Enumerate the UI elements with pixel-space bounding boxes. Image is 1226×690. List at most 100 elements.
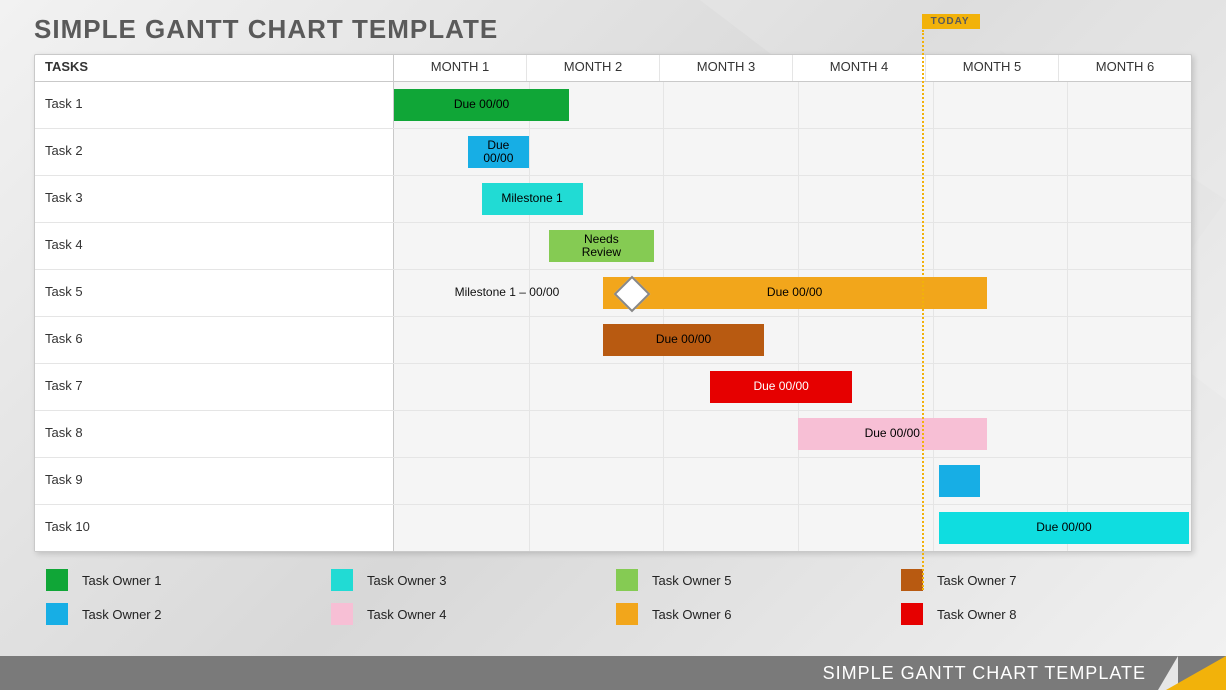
- task-label: Task 3: [35, 176, 394, 222]
- grid-line: [1067, 411, 1068, 457]
- grid-line: [1067, 176, 1068, 222]
- timeline-cell: Needs Review: [394, 223, 1191, 269]
- timeline-cell: [394, 458, 1191, 504]
- task-label: Task 2: [35, 129, 394, 175]
- month-header: MONTH 6: [1059, 55, 1191, 81]
- legend-item: Task Owner 8: [901, 599, 1186, 629]
- grid-line: [933, 176, 934, 222]
- gantt-chart: TASKS MONTH 1MONTH 2MONTH 3MONTH 4MONTH …: [34, 54, 1192, 552]
- legend-label: Task Owner 2: [82, 607, 161, 622]
- legend-swatch: [331, 569, 353, 591]
- grid-line: [798, 505, 799, 551]
- grid-line: [663, 458, 664, 504]
- gantt-bar[interactable]: Due 00/00: [468, 136, 529, 168]
- legend-swatch: [901, 569, 923, 591]
- footer-accent-orange: [1166, 656, 1226, 690]
- gantt-row: Task 9: [35, 458, 1191, 505]
- legend-item: Task Owner 6: [616, 599, 901, 629]
- timeline-cell: Due 00/00: [394, 129, 1191, 175]
- gantt-bar[interactable]: Due 00/00: [394, 89, 569, 121]
- today-badge: TODAY: [922, 14, 980, 29]
- today-line: [922, 30, 924, 590]
- grid-line: [798, 317, 799, 363]
- grid-line: [529, 129, 530, 175]
- gantt-row: Task 2 Due 00/00: [35, 129, 1191, 176]
- task-label: Task 7: [35, 364, 394, 410]
- timeline-cell: Milestone 1: [394, 176, 1191, 222]
- task-label: Task 9: [35, 458, 394, 504]
- gantt-bar[interactable]: Milestone 1: [482, 183, 583, 215]
- legend-label: Task Owner 6: [652, 607, 731, 622]
- month-header: MONTH 5: [926, 55, 1059, 81]
- timeline-cell: Due 00/00: [394, 82, 1191, 128]
- tasks-column-header: TASKS: [35, 55, 394, 81]
- month-header: MONTH 3: [660, 55, 793, 81]
- grid-line: [529, 317, 530, 363]
- legend-label: Task Owner 1: [82, 573, 161, 588]
- grid-line: [529, 364, 530, 410]
- legend-item: Task Owner 4: [331, 599, 616, 629]
- grid-line: [1067, 270, 1068, 316]
- grid-line: [663, 411, 664, 457]
- timeline-cell: Due 00/00: [394, 364, 1191, 410]
- grid-line: [663, 364, 664, 410]
- footer-title: SIMPLE GANTT CHART TEMPLATE: [823, 663, 1146, 684]
- gantt-bar[interactable]: Due 00/00: [603, 277, 987, 309]
- month-header: MONTH 4: [793, 55, 926, 81]
- grid-line: [663, 223, 664, 269]
- page-title: SIMPLE GANTT CHART TEMPLATE: [34, 14, 498, 45]
- grid-line: [798, 223, 799, 269]
- legend-swatch: [616, 569, 638, 591]
- task-label: Task 8: [35, 411, 394, 457]
- task-label: Task 10: [35, 505, 394, 551]
- grid-line: [663, 176, 664, 222]
- legend-label: Task Owner 3: [367, 573, 446, 588]
- legend-swatch: [901, 603, 923, 625]
- gantt-bar[interactable]: Due 00/00: [603, 324, 765, 356]
- legend-item: Task Owner 5: [616, 565, 901, 595]
- legend-swatch: [46, 569, 68, 591]
- grid-line: [933, 458, 934, 504]
- grid-line: [529, 223, 530, 269]
- legend: Task Owner 1 Task Owner 3 Task Owner 5 Task…: [46, 565, 1186, 629]
- grid-line: [1067, 129, 1068, 175]
- gantt-row: Task 4 Needs Review: [35, 223, 1191, 270]
- gantt-row: Task 7 Due 00/00: [35, 364, 1191, 411]
- gantt-bar[interactable]: Due 00/00: [939, 512, 1188, 544]
- grid-line: [529, 458, 530, 504]
- gantt-bar[interactable]: Due 00/00: [798, 418, 987, 450]
- gantt-row: Task 3 Milestone 1: [35, 176, 1191, 223]
- month-header: MONTH 1: [394, 55, 527, 81]
- legend-item: Task Owner 1: [46, 565, 331, 595]
- grid-line: [1067, 458, 1068, 504]
- grid-line: [933, 317, 934, 363]
- legend-label: Task Owner 4: [367, 607, 446, 622]
- gantt-bar[interactable]: [939, 465, 979, 497]
- grid-line: [933, 223, 934, 269]
- grid-line: [663, 129, 664, 175]
- grid-line: [933, 364, 934, 410]
- today-label: TODAY: [931, 16, 970, 27]
- grid-line: [798, 129, 799, 175]
- gantt-bar[interactable]: Needs Review: [549, 230, 654, 262]
- task-label: Task 4: [35, 223, 394, 269]
- gantt-row: Task 8 Due 00/00: [35, 411, 1191, 458]
- legend-label: Task Owner 5: [652, 573, 731, 588]
- legend-item: Task Owner 3: [331, 565, 616, 595]
- timeline-cell: Due 00/00: [394, 317, 1191, 363]
- grid-line: [798, 82, 799, 128]
- timeline-cell: Due 00/00Milestone 1 – 00/00: [394, 270, 1191, 316]
- grid-line: [933, 505, 934, 551]
- legend-label: Task Owner 8: [937, 607, 1016, 622]
- grid-line: [1067, 82, 1068, 128]
- grid-line: [663, 82, 664, 128]
- month-header: MONTH 2: [527, 55, 660, 81]
- grid-line: [663, 505, 664, 551]
- gantt-row: Task 10 Due 00/00: [35, 505, 1191, 551]
- gantt-bar[interactable]: Due 00/00: [710, 371, 851, 403]
- gantt-row: Task 6 Due 00/00: [35, 317, 1191, 364]
- grid-line: [1067, 364, 1068, 410]
- task-label: Task 6: [35, 317, 394, 363]
- timeline-cell: Due 00/00: [394, 505, 1191, 551]
- grid-line: [529, 411, 530, 457]
